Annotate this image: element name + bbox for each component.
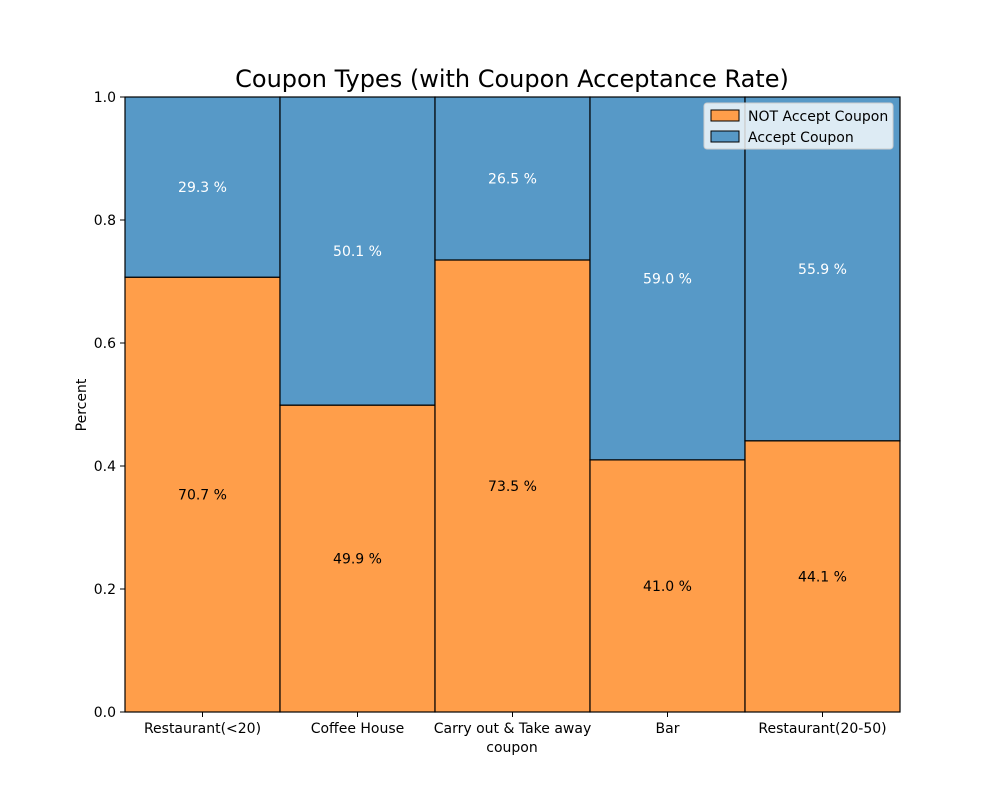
x-tick-label: Carry out & Take away: [434, 721, 591, 737]
legend-entry-label: Accept Coupon: [748, 130, 854, 146]
y-tick-label: 0.4: [94, 459, 116, 475]
bar-value-label: 41.0 %: [643, 579, 692, 595]
bar-segment: [744, 96, 901, 442]
x-tick-label: Restaurant(<20): [144, 721, 261, 737]
bar-value-label: 70.7 %: [178, 488, 227, 504]
bar-segment: [434, 96, 591, 261]
bar-value-label: 49.9 %: [333, 552, 382, 568]
bar-segment: [589, 96, 746, 461]
x-tick-label: Restaurant(20-50): [758, 721, 886, 737]
bar-value-label: 73.5 %: [488, 479, 537, 495]
bar-segment: [434, 259, 591, 713]
legend-swatch: [710, 109, 740, 122]
x-tick-label: Bar: [656, 721, 680, 737]
y-tick-label: 1.0: [94, 90, 116, 106]
bar-labels-group: 70.7 % 29.3 % 49.9 % 50.1 % 73.5 % 26.5 % 41.0…: [178, 171, 847, 594]
y-tick-label: 0.8: [94, 213, 116, 229]
y-axis-label: Percent: [74, 378, 90, 431]
bar-segment: [589, 459, 746, 713]
chart-title: Coupon Types (with Coupon Acceptance Rat…: [235, 65, 789, 93]
bar-value-label: 29.3 %: [178, 180, 227, 196]
bar-segment: [124, 276, 281, 713]
axes-group: Restaurant(<20) Coffee House Carry out & T…: [94, 90, 901, 737]
bar-value-label: 50.1 %: [333, 244, 382, 260]
bar-value-label: 59.0 %: [643, 271, 692, 287]
y-tick-label: 0.0: [94, 705, 116, 721]
legend-swatch: [710, 130, 740, 143]
y-tick-label: 0.2: [94, 582, 116, 598]
bar-segment: [124, 96, 281, 278]
legend-box: [703, 102, 894, 150]
legend-entry-label: NOT Accept Coupon: [748, 109, 888, 125]
bar-value-label: 44.1 %: [798, 569, 847, 585]
bar-value-label: 55.9 %: [798, 262, 847, 278]
bar-value-label: 26.5 %: [488, 171, 537, 187]
x-axis-label: coupon: [486, 740, 537, 756]
bar-segment: [279, 96, 436, 406]
x-tick-label: Coffee House: [311, 721, 405, 737]
bars-group: [124, 96, 901, 713]
y-tick-label: 0.6: [94, 336, 116, 352]
legend: NOT Accept Coupon Accept Coupon: [703, 102, 894, 150]
